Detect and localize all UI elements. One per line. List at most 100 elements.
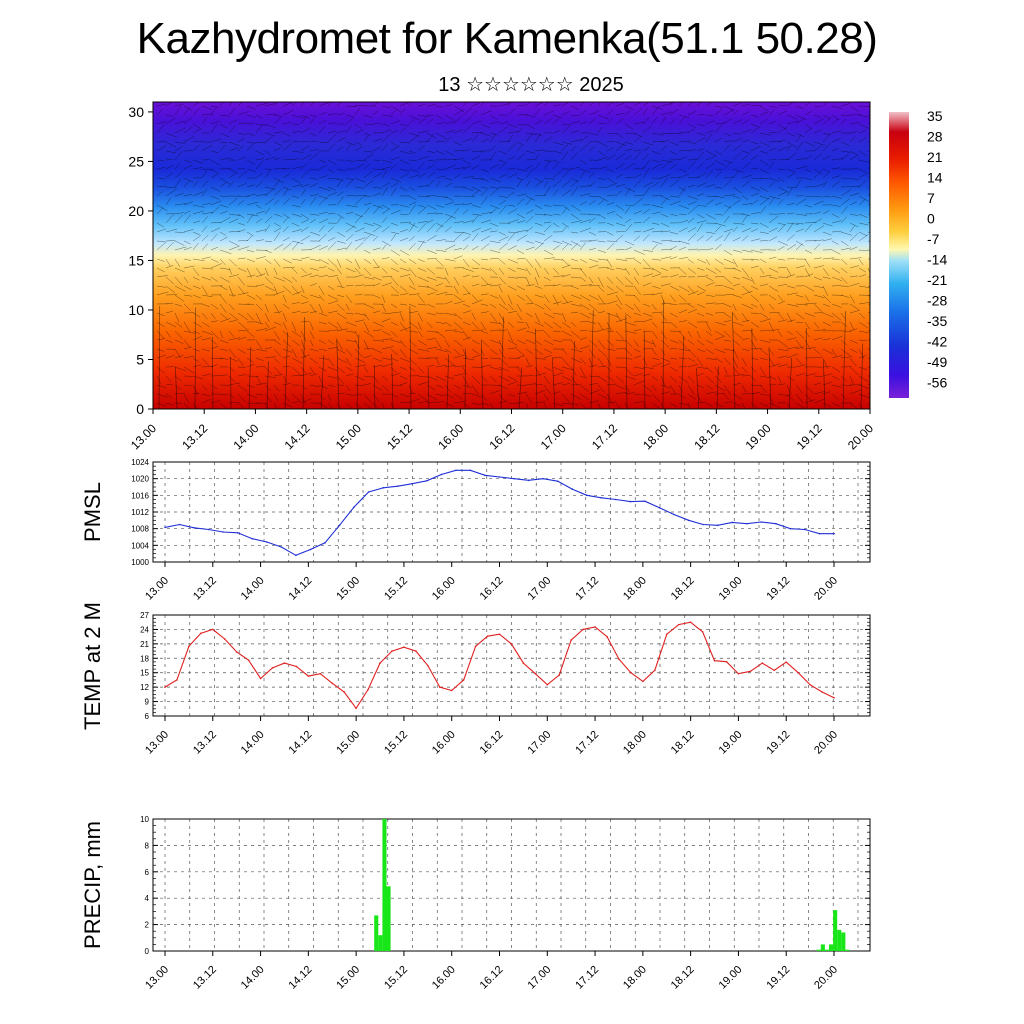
wind-barb: [570, 321, 577, 328]
wind-barb: [381, 363, 393, 368]
wind-barb: [633, 373, 643, 377]
wind-barb: [633, 348, 641, 353]
wind-barb: [606, 182, 618, 188]
wind-barb: [705, 213, 716, 220]
wind-barb: [570, 130, 579, 134]
wind-barb: [849, 233, 859, 242]
wind-barb: [309, 258, 321, 262]
wind-barb: [489, 114, 498, 120]
wind-barb: [633, 401, 645, 404]
wind-barb: [687, 233, 696, 242]
wind-barb: [723, 176, 735, 179]
wind-barb: [318, 218, 329, 224]
wind-barb: [751, 328, 754, 409]
wind-barb: [255, 328, 268, 332]
wind-barb: [660, 248, 672, 251]
data-point: [462, 679, 465, 681]
wind-barb: [309, 348, 319, 352]
wind-barb: [705, 384, 713, 390]
wind-barb: [732, 321, 744, 326]
wind-barb: [444, 244, 456, 251]
wind-barb: [669, 195, 680, 198]
wind-barb: [705, 120, 715, 125]
wind-barb: [417, 330, 424, 338]
wind-barb: [543, 118, 552, 125]
wind-barb: [453, 339, 463, 347]
data-point: [687, 519, 690, 522]
wind-barb: [507, 231, 519, 234]
y-tick-label: 12: [140, 683, 149, 692]
wind-barb: [255, 312, 262, 324]
wind-barb: [759, 283, 769, 287]
wind-barb: [291, 339, 301, 347]
wind-barb: [273, 311, 283, 314]
wind-barb: [525, 284, 535, 287]
wind-barb: [678, 276, 687, 278]
wind-barb: [588, 132, 599, 136]
wind-barb: [318, 402, 328, 409]
wind-barb: [795, 357, 803, 365]
wind-barb: [210, 195, 220, 200]
heatmap-y-tick-label: 10: [128, 302, 144, 318]
wind-barb: [480, 189, 488, 197]
wind-barb: [219, 182, 227, 188]
wind-barb: [417, 294, 425, 304]
wind-barb: [309, 141, 318, 143]
wind-barb: [525, 123, 535, 130]
wind-barb: [300, 235, 310, 242]
wind-barb: [498, 159, 507, 164]
wind-barb: [858, 249, 869, 251]
wind-barb: [444, 215, 453, 224]
colorbar-label: -49: [927, 354, 947, 370]
wind-barb: [741, 290, 753, 296]
wind-barb: [192, 402, 198, 409]
x-tick-label: 19.00: [717, 575, 745, 603]
wind-barb: [264, 321, 270, 329]
wind-barb: [201, 384, 208, 391]
wind-barb: [849, 155, 858, 161]
wind-barb: [597, 276, 604, 288]
data-point: [247, 659, 250, 662]
wind-barb: [534, 154, 540, 161]
wind-barb: [435, 150, 445, 155]
wind-barb: [741, 129, 752, 134]
wind-barb: [156, 228, 167, 233]
x-tick-label: 17.00: [525, 575, 553, 603]
wind-barb: [507, 321, 515, 329]
x-tick-label: 14.12: [287, 575, 315, 603]
data-point: [324, 542, 326, 544]
wind-barb: [831, 303, 842, 308]
wind-barb: [804, 177, 813, 181]
wind-barb: [183, 330, 196, 334]
wind-barb: [516, 391, 528, 395]
data-point: [455, 469, 457, 472]
wind-barb: [534, 366, 541, 377]
wind-barb: [858, 402, 863, 409]
wind-barb: [462, 375, 469, 387]
wind-barb: [372, 173, 382, 179]
wind-barb: [273, 243, 284, 251]
wind-barb: [453, 400, 466, 404]
wind-barb: [678, 227, 688, 233]
wind-barb: [543, 375, 550, 385]
wind-barb: [300, 127, 311, 134]
wind-barb: [660, 145, 668, 152]
wind-barb: [183, 384, 192, 387]
wind-barb: [480, 211, 493, 215]
wind-barb: [516, 348, 525, 357]
wind-barb: [498, 400, 508, 404]
wind-barb: [354, 163, 365, 170]
wind-barb: [606, 339, 614, 347]
wind-barb: [705, 169, 714, 179]
wind-barb: [192, 330, 201, 335]
wind-barb: [831, 114, 840, 121]
heatmap-y-tick-label: 25: [128, 153, 144, 169]
wind-barb: [687, 128, 695, 134]
wind-barb: [373, 365, 376, 409]
wind-barb: [759, 231, 769, 234]
wind-barb: [651, 117, 658, 125]
colorbar-label: -7: [927, 231, 940, 247]
wind-barb: [372, 247, 381, 251]
wind-barb: [858, 123, 870, 129]
wind-barb: [165, 355, 175, 359]
